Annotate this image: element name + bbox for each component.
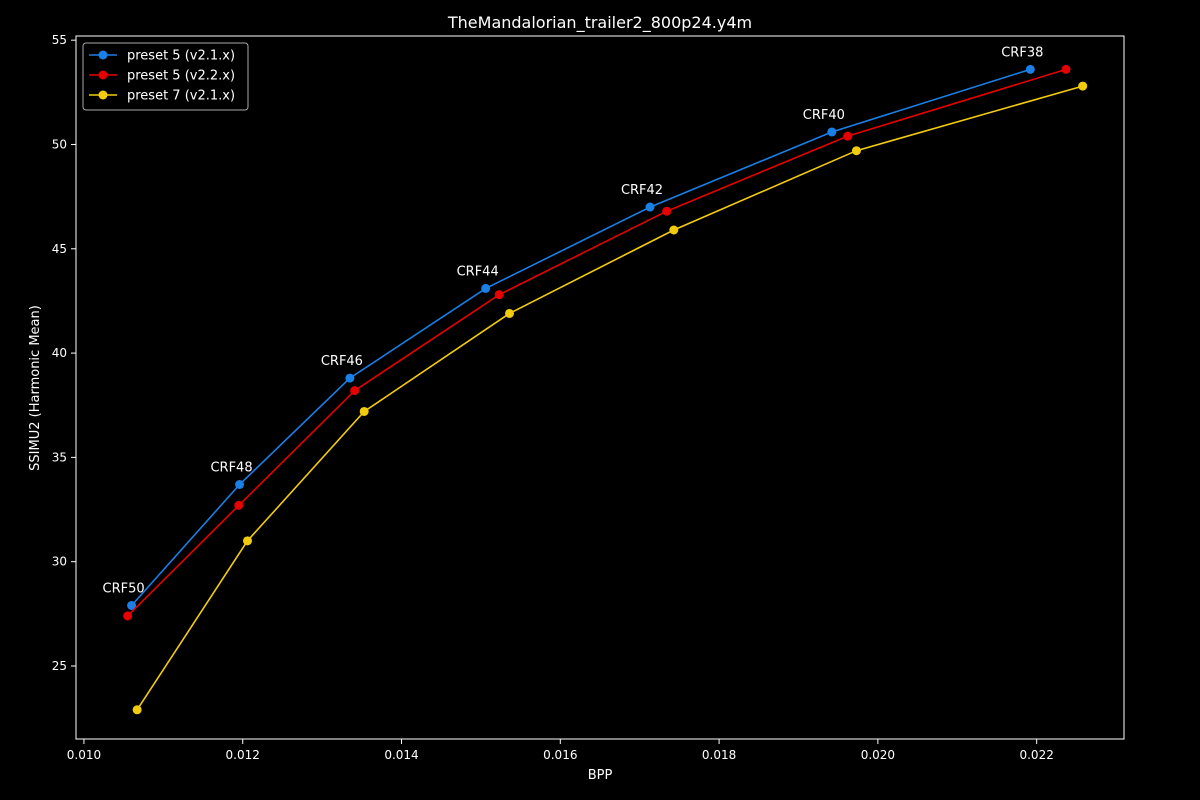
y-axis: 25 30 35 40 45 50 55: [52, 33, 76, 673]
data-point: [359, 406, 369, 416]
annotation-label: CRF46: [321, 354, 363, 369]
legend-label: preset 5 (v2.1.x): [127, 49, 235, 64]
data-point: [235, 480, 245, 490]
x-axis-label: BPP: [588, 768, 613, 783]
series-2: [123, 64, 1071, 621]
data-point: [132, 705, 142, 715]
annotation-label: CRF42: [621, 183, 663, 198]
data-point: [645, 202, 655, 212]
x-tick-label: 0.022: [1019, 748, 1053, 762]
data-point: [1025, 64, 1035, 74]
series-3: [132, 81, 1088, 715]
y-tick-label: 45: [52, 242, 67, 256]
legend-label: preset 5 (v2.2.x): [127, 69, 235, 84]
legend-label: preset 7 (v2.1.x): [127, 89, 235, 104]
series-layer: [123, 64, 1088, 715]
chart-title: TheMandalorian_trailer2_800p24.y4m: [447, 13, 752, 33]
series-1: [127, 64, 1035, 610]
annotation-label: CRF50: [103, 581, 145, 596]
data-point: [851, 146, 861, 156]
y-axis-label: SSIMU2 (Harmonic Mean): [28, 305, 43, 471]
annotation-label: CRF48: [210, 461, 252, 476]
x-tick-label: 0.014: [384, 748, 418, 762]
x-tick-label: 0.016: [543, 748, 577, 762]
data-point: [1078, 81, 1088, 91]
x-tick-label: 0.018: [702, 748, 736, 762]
x-tick-label: 0.020: [861, 748, 895, 762]
data-point: [123, 611, 133, 621]
y-tick-label: 40: [52, 346, 67, 360]
y-tick-label: 35: [52, 450, 67, 464]
data-point: [827, 127, 837, 137]
y-tick-label: 50: [52, 137, 67, 151]
x-tick-label: 0.012: [226, 748, 260, 762]
data-point: [345, 373, 355, 383]
data-point: [350, 386, 360, 396]
legend-marker: [98, 70, 108, 80]
x-axis: 0.010 0.012 0.014 0.016 0.018 0.020 0.022: [67, 739, 1054, 762]
data-point: [494, 290, 504, 300]
legend-item: preset 5 (v2.1.x): [89, 49, 235, 64]
legend-marker: [98, 50, 108, 60]
plot-area: [75, 35, 1125, 740]
y-tick-label: 30: [52, 555, 67, 569]
legend: preset 5 (v2.1.x) preset 5 (v2.2.x) preset…: [82, 42, 249, 111]
annotation-layer: CRF50 CRF48 CRF46 CRF44 CRF42 CRF40 CRF38: [103, 45, 1044, 596]
data-point: [127, 600, 137, 610]
annotation-label: CRF38: [1001, 45, 1043, 60]
data-point: [481, 283, 491, 293]
data-point: [1061, 64, 1071, 74]
legend-box: [82, 42, 249, 111]
data-point: [662, 206, 672, 216]
legend-marker: [98, 90, 108, 100]
data-point: [843, 131, 853, 141]
legend-item: preset 5 (v2.2.x): [89, 69, 235, 84]
data-point: [504, 308, 514, 318]
x-tick-label: 0.010: [67, 748, 101, 762]
data-point: [242, 536, 252, 546]
annotation-label: CRF44: [457, 264, 499, 279]
y-tick-label: 25: [52, 659, 67, 673]
y-tick-label: 55: [52, 33, 67, 47]
annotation-label: CRF40: [803, 108, 845, 123]
data-point: [669, 225, 679, 235]
legend-item: preset 7 (v2.1.x): [89, 89, 235, 104]
data-point: [234, 500, 244, 510]
